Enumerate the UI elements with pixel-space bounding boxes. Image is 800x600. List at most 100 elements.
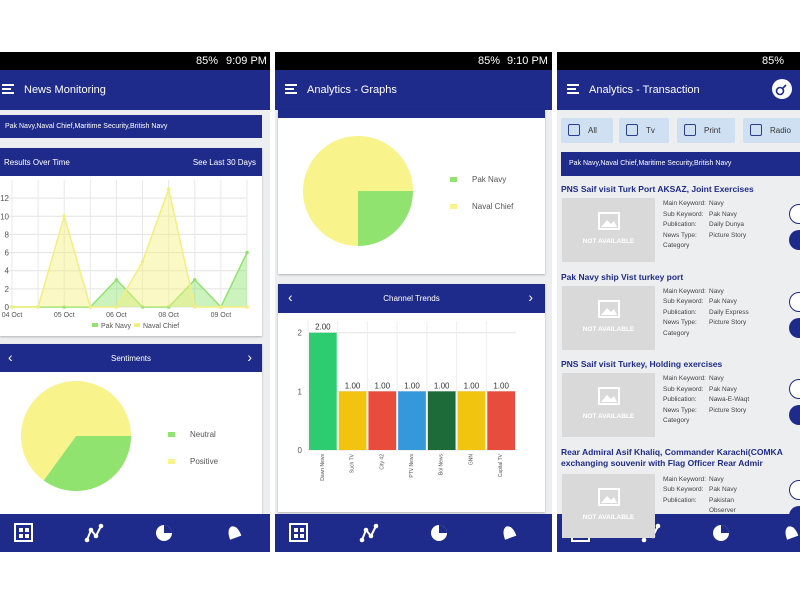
bar [309, 332, 337, 450]
field-label: Publication: [663, 221, 697, 228]
toggle-filled[interactable] [789, 230, 800, 250]
value-label: 1.00 [493, 381, 509, 390]
nav-icons [289, 523, 517, 543]
news-item[interactable]: Rear Admiral Asif Khaliq, Commander Kara… [557, 446, 800, 538]
toggle-filled[interactable] [789, 505, 800, 526]
icon [641, 537, 647, 543]
nav-pie[interactable] [713, 525, 729, 541]
nav-bell[interactable] [783, 524, 799, 540]
icon [601, 495, 617, 503]
point [166, 187, 171, 191]
icon [655, 523, 661, 529]
icon [359, 537, 365, 543]
icon [721, 525, 729, 533]
gender-icon[interactable] [771, 78, 793, 100]
menu-icon[interactable] [567, 83, 581, 95]
image-text: NOT AVAILABLE [582, 238, 635, 245]
nav-graph[interactable] [359, 523, 379, 543]
news-title: Rear Admiral Asif Khaliq, Commander Kara… [561, 446, 783, 457]
field-value: Pak Navy [709, 486, 737, 493]
legend-label: Naval Chief [143, 323, 179, 330]
point [140, 259, 145, 264]
news-item[interactable]: PNS Saif visit Turkey, Holding exercises… [557, 359, 800, 445]
field-label: Category [663, 242, 690, 249]
keywords: Pak Navy,Naval Chief,Maritime Security,B… [569, 160, 732, 167]
legend-label: Neutral [190, 430, 216, 439]
field-label: Sub Keyword: [663, 486, 704, 493]
card-header [278, 110, 545, 118]
field-value: Navy [709, 375, 724, 382]
x-tick-label: 06 Oct [106, 312, 127, 319]
field-label: Publication: [663, 396, 697, 403]
nav-icons [14, 523, 242, 543]
toggle-outline[interactable] [789, 479, 800, 500]
value-label: 1.00 [434, 381, 450, 390]
filter-chip[interactable]: Radio [743, 118, 800, 143]
menu-icon[interactable] [285, 83, 299, 95]
field-label: Main Keyword: [663, 200, 706, 207]
pie-chart: Neutral Positive [20, 381, 219, 491]
image-placeholder: NOT AVAILABLE [562, 473, 655, 538]
field-label: Publication: [663, 496, 697, 504]
toggle-outline[interactable] [789, 291, 800, 312]
icon [164, 525, 172, 533]
news-item[interactable]: PNS Saif visit Turk Port AKSAZ, Joint Ex… [557, 184, 800, 270]
image-icon [598, 212, 620, 230]
nav-grid[interactable] [289, 523, 308, 542]
icon [785, 526, 799, 540]
icon [98, 523, 104, 529]
image-icon [598, 387, 620, 405]
prev-arrow[interactable]: ‹ [8, 349, 13, 365]
toggle-outline[interactable] [789, 379, 800, 399]
see-last-link[interactable]: See Last 30 Days [192, 158, 256, 167]
icon [300, 528, 304, 532]
nav-bell[interactable] [226, 524, 242, 540]
field-value: Observer [709, 507, 736, 514]
line-chart: 0 2 4 6 8 10 12 04 Oct 05 Oct 06 Oct 08 Oct 09 Oct P… [0, 180, 249, 330]
news-item[interactable]: Pak Navy ship Vist turkey port NOT AVAILA… [557, 272, 800, 358]
nav-bell[interactable] [501, 524, 517, 540]
nav-grid[interactable] [14, 523, 33, 542]
legend-swatch [450, 204, 457, 209]
field-value: Picture Story [709, 231, 747, 239]
legend-label: Positive [190, 457, 219, 466]
nav-graph[interactable] [84, 523, 104, 543]
status-bar: 85% 9:10 PM [275, 52, 552, 70]
toggle-outline[interactable] [789, 204, 800, 224]
value-label: 1.00 [345, 381, 361, 390]
legend-label: Pak Navy [472, 175, 506, 184]
toggle-filled[interactable] [789, 405, 800, 425]
field-label: Category [663, 417, 690, 424]
point [245, 305, 249, 309]
nav-pie[interactable] [156, 525, 172, 541]
toggle-filled[interactable] [789, 317, 800, 338]
next-arrow[interactable]: › [528, 289, 533, 305]
icon [598, 212, 620, 230]
y-tick-label: 1 [298, 387, 303, 396]
x-tick-label: 09 Oct [211, 312, 232, 319]
battery: 85% [196, 55, 219, 67]
nav-pie[interactable] [431, 525, 447, 541]
field-value: Daily Express [709, 308, 749, 316]
field-label: Sub Keyword: [663, 298, 704, 305]
y-tick-label: 2 [5, 285, 10, 294]
field-label: Sub Keyword: [663, 210, 704, 218]
field-label: News Type: [663, 406, 697, 414]
image-placeholder: NOT AVAILABLE [562, 198, 655, 262]
value-label: 1.00 [404, 381, 420, 390]
icon [289, 523, 308, 542]
filter-chip[interactable]: All [561, 118, 613, 143]
menu-icon[interactable] [2, 83, 16, 95]
filter-label: Print [704, 126, 721, 135]
filter-chip[interactable]: Tv [619, 118, 669, 143]
y-tick-label: 2 [298, 329, 303, 338]
card-header: ‹ Channel Trends › [278, 284, 545, 313]
pie-slice [43, 436, 131, 491]
field-value: Picture Story [709, 406, 747, 414]
pie-chart: Pak Navy Naval Chief [303, 136, 514, 246]
filter-chip[interactable]: Print [677, 118, 735, 143]
prev-arrow[interactable]: ‹ [288, 289, 293, 305]
point [114, 277, 119, 282]
bar [487, 391, 515, 450]
next-arrow[interactable]: › [247, 349, 252, 365]
